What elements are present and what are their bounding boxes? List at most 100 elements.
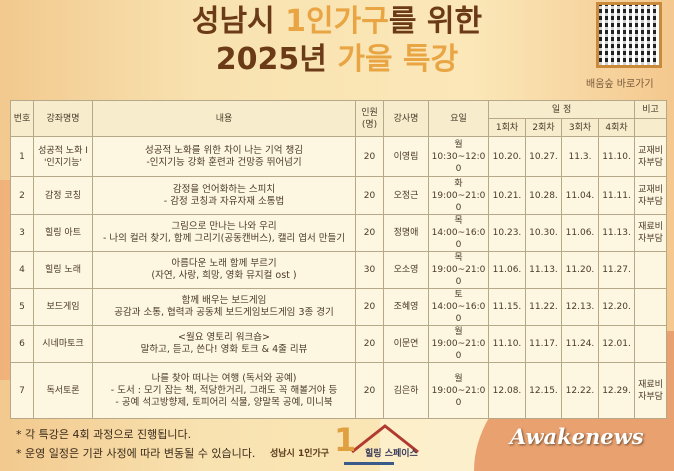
course-content: 감정을 언어화하는 스피치 - 감정 코칭과 자유자재 소통법 xyxy=(92,176,356,215)
date-4: 11.10. xyxy=(597,136,636,177)
logo-text-left: 성남시 1인가구 xyxy=(270,449,330,459)
date-2: 11.17. xyxy=(525,325,562,363)
note-line: * 운영 일정은 기관 사정에 따라 변동될 수 있습니다. xyxy=(16,447,256,460)
title-text: 성남시 xyxy=(191,4,286,39)
note: 교재비 자부담 xyxy=(634,176,668,215)
day-time: 목 14:00~16:00 xyxy=(428,214,489,252)
instructor-name: 조혜영 xyxy=(383,288,429,326)
date-3: 11.3. xyxy=(561,136,599,177)
day-time: 월 19:00~21:00 xyxy=(428,362,489,419)
table-row: 5 보드게임 함께 배우는 보드게임 공감과 소통, 협력과 공동체 보드게임보드게… xyxy=(10,288,668,326)
qr-code-icon[interactable] xyxy=(596,2,662,68)
course-name: 보드게임 xyxy=(33,288,93,326)
day-time: 토 14:00~16:00 xyxy=(428,288,489,326)
table-row: 4 힐링 노래 아름다운 노래 함께 부르기 (자연, 사랑, 희망, 영화 뮤지컬… xyxy=(10,251,668,289)
date-2: 10.27. xyxy=(525,136,562,177)
footer-notes: * 각 특강은 4회 과정으로 진행됩니다. * 운영 일정은 기관 사정에 따… xyxy=(16,425,255,463)
instructor-name: 이영림 xyxy=(383,136,429,177)
title-text: 를 위한 xyxy=(388,4,483,39)
row-number: 5 xyxy=(10,288,34,326)
date-2: 10.28. xyxy=(525,176,562,215)
capacity: 20 xyxy=(355,362,384,419)
header-note-blank xyxy=(634,118,668,137)
course-content: 그림으로 만나는 나와 우리 - 나의 컬러 찾기, 함께 그리기(공동캔버스)… xyxy=(92,214,356,252)
table-row: 1 성공적 노화 I '인지기능' 성공적 노화를 위한 차이 나는 기억 챙김 -… xyxy=(10,136,668,177)
date-1: 12.08. xyxy=(488,362,526,419)
table-row: 7 독서토론 나를 찾아 떠나는 여행 (독서와 공예) - 도서 : 모기 잡는 … xyxy=(10,362,668,419)
row-number: 7 xyxy=(10,362,34,419)
date-2: 10.30. xyxy=(525,214,562,252)
header-name: 강좌명명 xyxy=(33,100,93,137)
header-instructor: 강사명 xyxy=(383,100,429,137)
date-3: 12.13. xyxy=(561,288,599,326)
instructor-name: 정명애 xyxy=(383,214,429,252)
note xyxy=(634,251,668,289)
date-2: 12.15. xyxy=(525,362,562,419)
header-session-1: 1회차 xyxy=(488,118,526,137)
title-text: 2025년 xyxy=(215,42,338,77)
note: 재료비 자부담 xyxy=(634,214,668,252)
date-3: 11.24. xyxy=(561,325,599,363)
date-1: 11.10. xyxy=(488,325,526,363)
note xyxy=(634,288,668,326)
capacity: 20 xyxy=(355,176,384,215)
date-3: 11.20. xyxy=(561,251,599,289)
schedule-table: 번호 강좌명명 내용 인원 (명) 강사명 요일 일 정 비고 1회차 2회차 … xyxy=(10,100,668,419)
header-no: 번호 xyxy=(10,100,34,137)
date-4: 12.29. xyxy=(597,362,636,419)
title-line-1: 성남시 1인가구를 위한 xyxy=(0,4,674,40)
header-day: 요일 xyxy=(428,100,489,137)
table-row: 3 힐링 아트 그림으로 만나는 나와 우리 - 나의 컬러 찾기, 함께 그리기(… xyxy=(10,214,668,252)
title-highlight: 1인가구 xyxy=(285,4,389,39)
capacity: 20 xyxy=(355,214,384,252)
header-session-4: 4회차 xyxy=(597,118,636,137)
course-content: 나를 찾아 떠나는 여행 (독서와 공예) - 도서 : 모기 잡는 책, 적당… xyxy=(92,362,356,419)
title-line-2: 2025년 가을 특강 xyxy=(0,42,674,78)
course-name: 독서토론 xyxy=(33,362,93,419)
course-name: 힐링 아트 xyxy=(33,214,93,252)
day-time: 화 19:00~21:00 xyxy=(428,176,489,215)
header-content: 내용 xyxy=(92,100,356,137)
instructor-name: 김은하 xyxy=(383,362,429,419)
row-number: 4 xyxy=(10,251,34,289)
healing-space-logo: 1 성남시 1인가구 힐링 스페이스 xyxy=(270,418,420,468)
roof-icon xyxy=(350,424,420,454)
note-line: * 각 특강은 4회 과정으로 진행됩니다. xyxy=(16,428,192,441)
header-count: 인원 (명) xyxy=(355,100,384,137)
date-4: 12.20. xyxy=(597,288,636,326)
course-content: 성공적 노화를 위한 차이 나는 기억 챙김 -인지기능 강화 훈련과 건망증 … xyxy=(92,136,356,177)
logo-underline xyxy=(344,462,394,465)
row-number: 6 xyxy=(10,325,34,363)
title-highlight: 가을 특강 xyxy=(337,42,459,77)
course-name: 힐링 노래 xyxy=(33,251,93,289)
date-1: 10.20. xyxy=(488,136,526,177)
date-1: 11.06. xyxy=(488,251,526,289)
note: 교재비 자부담 xyxy=(634,136,668,177)
header-note: 비고 xyxy=(634,100,668,119)
instructor-name: 이문연 xyxy=(383,325,429,363)
capacity: 20 xyxy=(355,136,384,177)
row-number: 1 xyxy=(10,136,34,177)
header-schedule: 일 정 xyxy=(487,100,636,119)
date-4: 11.27. xyxy=(597,251,636,289)
table-row: 6 시네마토크 <월요 영토리 워크숍> 말하고, 듣고, 쓴다! 영화 토크 & … xyxy=(10,325,668,363)
date-2: 11.22. xyxy=(525,288,562,326)
table-row: 2 감정 코칭 감정을 언어화하는 스피치 - 감정 코칭과 자유자재 소통법 20 오… xyxy=(10,176,668,215)
date-3: 11.04. xyxy=(561,176,599,215)
note: 재료비 자부담 xyxy=(634,362,668,419)
awakenews-watermark: Awakenews xyxy=(510,424,644,449)
course-content: <월요 영토리 워크숍> 말하고, 듣고, 쓴다! 영화 토크 & 4줄 리뷰 xyxy=(92,325,356,363)
course-content: 함께 배우는 보드게임 공감과 소통, 협력과 공동체 보드게임보드게임 3종 … xyxy=(92,288,356,326)
course-name: 성공적 노화 I '인지기능' xyxy=(33,136,93,177)
logo-numeral: 1 xyxy=(334,421,357,459)
qr-label[interactable]: 배움숲 바로가기 xyxy=(586,79,654,90)
instructor-name: 오정근 xyxy=(383,176,429,215)
course-content: 아름다운 노래 함께 부르기 (자연, 사랑, 희망, 영화 뮤지컬 ost ) xyxy=(92,251,356,289)
day-time: 월 10:30~12:00 xyxy=(428,136,489,177)
date-1: 10.23. xyxy=(488,214,526,252)
date-3: 11.06. xyxy=(561,214,599,252)
day-time: 월 19:00~21:00 xyxy=(428,325,489,363)
header-session-3: 3회차 xyxy=(561,118,599,137)
header-session-2: 2회차 xyxy=(525,118,562,137)
date-2: 11.13. xyxy=(525,251,562,289)
